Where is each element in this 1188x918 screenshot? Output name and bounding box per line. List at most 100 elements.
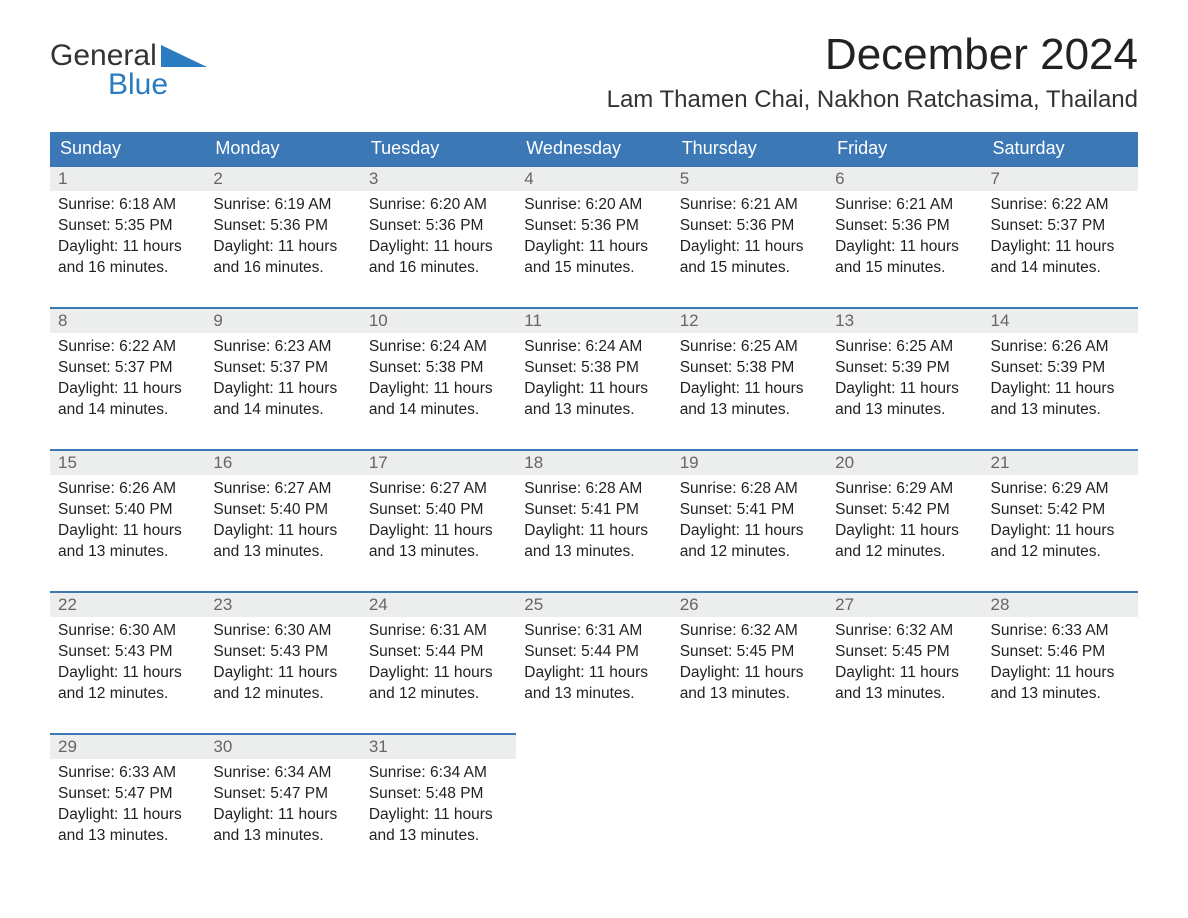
sunset-value: 5:41 PM: [737, 501, 795, 518]
sunrise-value: 6:21 AM: [896, 196, 953, 213]
sunrise-value: 6:34 AM: [430, 764, 487, 781]
sunrise-value: 6:26 AM: [1052, 338, 1109, 355]
logo-word-2: Blue: [108, 71, 207, 100]
sunset-label: Sunset:: [524, 359, 581, 376]
daylight-label: Daylight:: [680, 380, 745, 397]
sunset-value: 5:37 PM: [270, 359, 328, 376]
sunset-line: Sunset: 5:40 PM: [213, 500, 352, 521]
sunset-label: Sunset:: [991, 501, 1048, 518]
sunrise-label: Sunrise:: [991, 480, 1052, 497]
day-number: 7: [983, 165, 1138, 191]
sunrise-label: Sunrise:: [835, 196, 896, 213]
day-number: 8: [50, 307, 205, 333]
sunset-label: Sunset:: [524, 217, 581, 234]
daylight-label: Daylight:: [58, 806, 123, 823]
daylight-line: Daylight: 11 hours and 13 minutes.: [213, 805, 352, 847]
day-number: 26: [672, 591, 827, 617]
day-content: Sunrise: 6:33 AMSunset: 5:46 PMDaylight:…: [983, 617, 1138, 713]
sunrise-label: Sunrise:: [991, 338, 1052, 355]
sunset-label: Sunset:: [680, 501, 737, 518]
daylight-label: Daylight:: [835, 664, 900, 681]
sunset-line: Sunset: 5:42 PM: [991, 500, 1130, 521]
daylight-line: Daylight: 11 hours and 16 minutes.: [213, 237, 352, 279]
sunset-line: Sunset: 5:39 PM: [835, 358, 974, 379]
day-content: Sunrise: 6:20 AMSunset: 5:36 PMDaylight:…: [361, 191, 516, 287]
calendar-cell: 15Sunrise: 6:26 AMSunset: 5:40 PMDayligh…: [50, 449, 205, 591]
sunrise-line: Sunrise: 6:22 AM: [991, 195, 1130, 216]
calendar-cell: [672, 733, 827, 875]
sunset-label: Sunset:: [835, 501, 892, 518]
sunset-label: Sunset:: [835, 359, 892, 376]
sunset-label: Sunset:: [213, 501, 270, 518]
day-number: 29: [50, 733, 205, 759]
sunrise-line: Sunrise: 6:32 AM: [680, 621, 819, 642]
sunrise-label: Sunrise:: [369, 480, 430, 497]
day-content: Sunrise: 6:25 AMSunset: 5:39 PMDaylight:…: [827, 333, 982, 429]
weekday-header: Friday: [827, 132, 982, 165]
weekday-header-row: SundayMondayTuesdayWednesdayThursdayFrid…: [50, 132, 1138, 165]
sunrise-label: Sunrise:: [524, 480, 585, 497]
sunrise-label: Sunrise:: [524, 622, 585, 639]
daylight-line: Daylight: 11 hours and 16 minutes.: [58, 237, 197, 279]
sunrise-label: Sunrise:: [369, 338, 430, 355]
calendar-row: 8Sunrise: 6:22 AMSunset: 5:37 PMDaylight…: [50, 307, 1138, 449]
calendar-cell: 16Sunrise: 6:27 AMSunset: 5:40 PMDayligh…: [205, 449, 360, 591]
sunset-value: 5:48 PM: [426, 785, 484, 802]
daylight-line: Daylight: 11 hours and 15 minutes.: [680, 237, 819, 279]
day-number: 9: [205, 307, 360, 333]
sunrise-value: 6:24 AM: [430, 338, 487, 355]
sunrise-line: Sunrise: 6:26 AM: [991, 337, 1130, 358]
sunrise-value: 6:18 AM: [119, 196, 176, 213]
sunrise-label: Sunrise:: [369, 764, 430, 781]
sunset-value: 5:47 PM: [115, 785, 173, 802]
sunset-value: 5:37 PM: [1047, 217, 1105, 234]
sunrise-value: 6:33 AM: [1052, 622, 1109, 639]
day-number: 17: [361, 449, 516, 475]
day-number: 22: [50, 591, 205, 617]
calendar-cell: 4Sunrise: 6:20 AMSunset: 5:36 PMDaylight…: [516, 165, 671, 307]
sunrise-value: 6:22 AM: [119, 338, 176, 355]
sunset-value: 5:44 PM: [581, 643, 639, 660]
day-content: Sunrise: 6:32 AMSunset: 5:45 PMDaylight:…: [672, 617, 827, 713]
sunrise-line: Sunrise: 6:30 AM: [213, 621, 352, 642]
sunrise-value: 6:21 AM: [741, 196, 798, 213]
daylight-label: Daylight:: [58, 664, 123, 681]
day-content: Sunrise: 6:28 AMSunset: 5:41 PMDaylight:…: [672, 475, 827, 571]
day-content: Sunrise: 6:26 AMSunset: 5:39 PMDaylight:…: [983, 333, 1138, 429]
daylight-label: Daylight:: [369, 522, 434, 539]
sunset-label: Sunset:: [991, 359, 1048, 376]
sunset-value: 5:38 PM: [737, 359, 795, 376]
sunset-value: 5:36 PM: [737, 217, 795, 234]
day-number: 11: [516, 307, 671, 333]
header: General Blue December 2024 Lam Thamen Ch…: [50, 30, 1138, 114]
sunrise-label: Sunrise:: [213, 764, 274, 781]
calendar-cell: 20Sunrise: 6:29 AMSunset: 5:42 PMDayligh…: [827, 449, 982, 591]
sunrise-line: Sunrise: 6:33 AM: [58, 763, 197, 784]
sunset-value: 5:38 PM: [426, 359, 484, 376]
sunrise-line: Sunrise: 6:25 AM: [835, 337, 974, 358]
page-title: December 2024: [607, 30, 1138, 80]
sunrise-label: Sunrise:: [213, 622, 274, 639]
daylight-line: Daylight: 11 hours and 13 minutes.: [369, 521, 508, 563]
calendar-cell: 21Sunrise: 6:29 AMSunset: 5:42 PMDayligh…: [983, 449, 1138, 591]
sunset-value: 5:44 PM: [426, 643, 484, 660]
sunset-line: Sunset: 5:38 PM: [524, 358, 663, 379]
sunrise-value: 6:30 AM: [119, 622, 176, 639]
daylight-line: Daylight: 11 hours and 13 minutes.: [991, 663, 1130, 705]
sunrise-line: Sunrise: 6:33 AM: [991, 621, 1130, 642]
day-number: 14: [983, 307, 1138, 333]
sunset-label: Sunset:: [58, 359, 115, 376]
daylight-label: Daylight:: [991, 522, 1056, 539]
day-content: Sunrise: 6:24 AMSunset: 5:38 PMDaylight:…: [361, 333, 516, 429]
sunset-label: Sunset:: [369, 785, 426, 802]
calendar-cell: 13Sunrise: 6:25 AMSunset: 5:39 PMDayligh…: [827, 307, 982, 449]
sunset-label: Sunset:: [213, 785, 270, 802]
sunrise-label: Sunrise:: [58, 196, 119, 213]
sunset-line: Sunset: 5:35 PM: [58, 216, 197, 237]
daylight-label: Daylight:: [835, 522, 900, 539]
sunset-value: 5:47 PM: [270, 785, 328, 802]
sunset-label: Sunset:: [680, 217, 737, 234]
day-content: Sunrise: 6:34 AMSunset: 5:47 PMDaylight:…: [205, 759, 360, 855]
daylight-label: Daylight:: [680, 664, 745, 681]
day-content: Sunrise: 6:29 AMSunset: 5:42 PMDaylight:…: [983, 475, 1138, 571]
